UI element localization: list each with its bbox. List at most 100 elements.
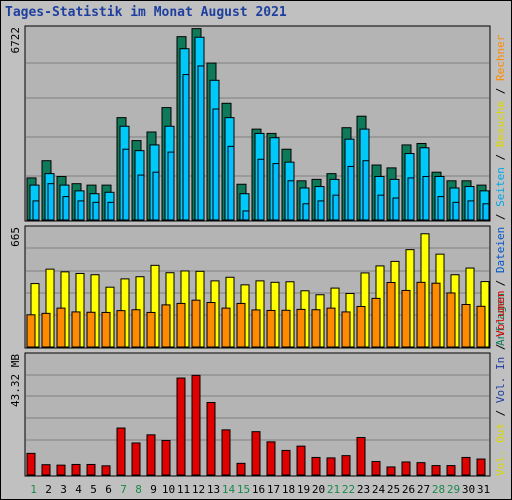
side-legend-part: Anfragen [494, 293, 507, 346]
day-label-6: 6 [105, 483, 112, 496]
bar-seiten-day-29 [452, 201, 460, 221]
bar-volumen-day-22 [341, 455, 351, 476]
day-label-14: 14 [222, 483, 236, 496]
day-label-12: 12 [192, 483, 205, 496]
bar-rechner-day-31 [476, 305, 486, 348]
day-label-2: 2 [45, 483, 52, 496]
bar-rechner-day-30 [461, 304, 471, 348]
day-label-9: 9 [150, 483, 157, 496]
bar-volumen-day-10 [161, 439, 171, 476]
bar-seiten-day-26 [407, 177, 415, 221]
day-label-24: 24 [372, 483, 386, 496]
bar-seiten-day-20 [317, 200, 325, 221]
bar-rechner-day-7 [116, 310, 126, 348]
side-legend-part: Volumen [494, 291, 507, 337]
bar-rechner-day-16 [251, 309, 261, 348]
side-legend-part: Dateien [494, 227, 507, 273]
bar-volumen-day-18 [281, 449, 291, 476]
bar-seiten-day-18 [287, 180, 295, 221]
y-max-label-volume: 43.32 MB [9, 354, 22, 407]
bar-seiten-day-30 [467, 200, 475, 221]
bar-volumen-day-28 [431, 465, 441, 476]
bar-rechner-day-5 [86, 311, 96, 348]
day-label-28: 28 [432, 483, 445, 496]
side-legend-part: / [494, 273, 507, 293]
side-legend-bottom: Vol. Out / Vol. In / Volumen [494, 291, 507, 476]
bar-rechner-day-9 [146, 311, 156, 348]
day-label-10: 10 [162, 483, 175, 496]
bar-rechner-day-24 [371, 297, 381, 348]
bar-seiten-day-24 [377, 194, 385, 221]
chart-title: Tages-Statistik im Monat August 2021 [5, 5, 287, 20]
bar-seiten-day-4 [77, 200, 85, 221]
bar-volumen-day-27 [416, 462, 426, 476]
bar-rechner-day-26 [401, 289, 411, 348]
bar-seiten-day-22 [347, 165, 355, 221]
side-legend-part: Vol. Out [494, 423, 507, 476]
bar-volumen-day-2 [41, 464, 51, 476]
side-legend-part: / [494, 81, 507, 101]
bar-seiten-day-11 [182, 74, 190, 221]
bar-rechner-day-1 [26, 314, 36, 348]
bar-volumen-day-15 [236, 462, 246, 476]
bar-rechner-day-23 [356, 305, 366, 348]
bar-volumen-day-23 [356, 437, 366, 476]
bar-rechner-day-28 [431, 282, 441, 348]
bar-volumen-day-1 [26, 452, 36, 476]
bar-volumen-day-26 [401, 461, 411, 476]
bar-volumen-day-19 [296, 445, 306, 476]
bar-volumen-day-8 [131, 442, 141, 476]
bar-seiten-day-9 [152, 171, 160, 221]
bar-rechner-day-18 [281, 309, 291, 348]
bar-seiten-day-25 [392, 197, 400, 221]
side-legend-part: Seiten [494, 167, 507, 207]
bar-volumen-day-9 [146, 434, 156, 476]
day-label-25: 25 [387, 483, 400, 496]
y-max-label-requests: 6722 [9, 27, 22, 54]
bar-rechner-day-29 [446, 292, 456, 348]
day-label-30: 30 [462, 483, 475, 496]
bar-volumen-day-12 [191, 374, 201, 476]
bar-rechner-day-11 [176, 302, 186, 348]
day-label-4: 4 [75, 483, 82, 496]
bar-volumen-day-25 [386, 466, 396, 476]
day-label-1: 1 [30, 483, 37, 496]
side-legend-part: / [494, 147, 507, 167]
side-legend-part: Besuche [494, 101, 507, 147]
bar-rechner-day-21 [326, 307, 336, 348]
bar-volumen-day-13 [206, 401, 216, 476]
bar-seiten-day-16 [257, 158, 265, 221]
bar-volumen-day-20 [311, 456, 321, 476]
day-label-8: 8 [135, 483, 142, 496]
chart-bars [26, 28, 490, 476]
day-label-19: 19 [297, 483, 310, 496]
bar-volumen-day-14 [221, 429, 231, 476]
bar-seiten-day-31 [482, 203, 490, 221]
bar-volumen-day-3 [56, 464, 66, 476]
bar-seiten-day-7 [122, 148, 130, 221]
bar-seiten-day-19 [302, 203, 310, 221]
day-label-27: 27 [417, 483, 430, 496]
bar-seiten-day-12 [197, 65, 205, 221]
side-legend-part: / [494, 403, 507, 423]
bar-seiten-day-3 [62, 196, 70, 221]
bar-seiten-day-28 [437, 196, 445, 221]
bar-volumen-day-31 [476, 458, 486, 476]
bar-volumen-day-21 [326, 457, 336, 476]
day-label-23: 23 [357, 483, 370, 496]
bar-seiten-day-23 [362, 160, 370, 221]
bar-seiten-day-14 [227, 145, 235, 221]
bar-seiten-day-5 [92, 201, 100, 221]
bar-volumen-day-6 [101, 465, 111, 476]
bar-volumen-day-11 [176, 377, 186, 476]
chart-panels [24, 25, 491, 477]
bar-rechner-day-8 [131, 309, 141, 348]
bar-rechner-day-4 [71, 311, 81, 348]
side-legend-top: Anfragen / Dateien / Seiten / Besuche / … [494, 34, 507, 346]
x-axis-day-labels: 1 2 3 4 5 6 7 8 9 10 11 12 13 14 15 16 17 18 19 20 21 22 23 24 2… [30, 483, 490, 496]
day-label-18: 18 [282, 483, 295, 496]
day-label-26: 26 [402, 483, 415, 496]
bar-seiten-day-21 [332, 194, 340, 221]
day-label-3: 3 [60, 483, 67, 496]
